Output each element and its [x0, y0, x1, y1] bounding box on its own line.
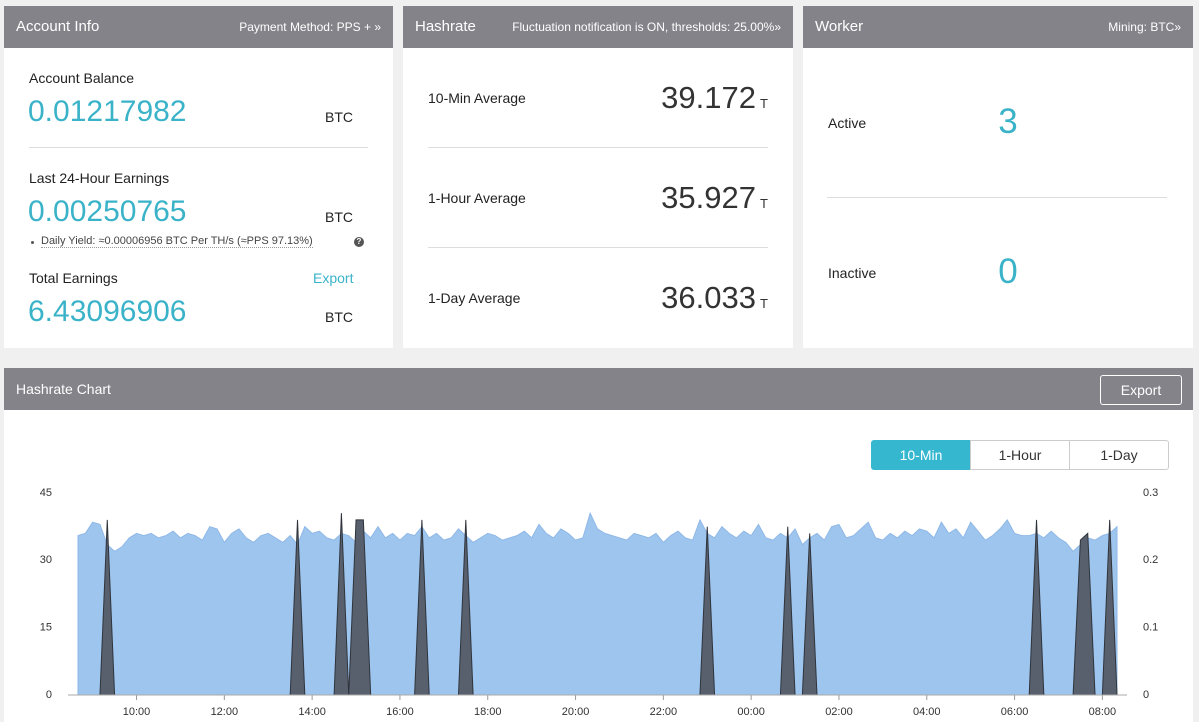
fluctuation-note[interactable]: Fluctuation notification is ON, threshol…	[512, 20, 781, 34]
value: 39.172	[661, 80, 756, 115]
range-button[interactable]: 10-Min	[871, 440, 971, 470]
label: Account Balance	[29, 70, 135, 86]
label: 1-Day Average	[428, 290, 521, 306]
x-tick-label: 04:00	[913, 706, 941, 718]
label: Active	[828, 115, 867, 131]
x-tick-label: 08:00	[1089, 706, 1117, 718]
y-tick-label: 0	[46, 689, 52, 701]
export-link[interactable]: Export	[313, 270, 354, 286]
hashrate-panel: Hashrate Fluctuation notification is ON,…	[403, 6, 793, 348]
panel-title: Worker	[815, 18, 864, 35]
x-tick-label: 06:00	[1001, 706, 1029, 718]
separator	[428, 147, 768, 148]
panel-title: Hashrate	[415, 18, 476, 35]
y2-tick-label: 0.2	[1143, 554, 1158, 566]
help-icon[interactable]: ?	[354, 237, 364, 247]
hashrate-chart: 0 15 30 45 0 0.1 0.2 0.3 10:00 12:00 14:00 16:00 18:…	[40, 487, 1159, 718]
label: 1-Hour Average	[428, 190, 526, 206]
panel-header: Account Info Payment Method: PPS + »	[4, 6, 393, 48]
panel-title: Hashrate Chart	[16, 381, 111, 397]
value: 0.01217982	[28, 95, 187, 128]
account-panel: Account Info Payment Method: PPS + »	[4, 6, 393, 348]
panel-title: Account Info	[16, 18, 100, 35]
panel-header: Hashrate Chart	[4, 368, 1193, 410]
area	[77, 511, 1118, 696]
separator	[428, 247, 768, 248]
unit: BTC	[325, 109, 353, 125]
worker-panel: Worker Mining: BTC»	[803, 6, 1193, 348]
panel-header: Hashrate Fluctuation notification is ON,…	[403, 6, 793, 48]
y-tick-label: 45	[40, 487, 52, 499]
y-tick-label: 30	[40, 554, 52, 566]
unit: T	[760, 296, 768, 311]
x-tick-label: 18:00	[474, 706, 502, 718]
export-button[interactable]: Export	[1100, 375, 1182, 405]
x-tick-label: 20:00	[562, 706, 590, 718]
value: 6.43096906	[28, 295, 187, 328]
y2-tick-label: 0	[1143, 689, 1149, 701]
label: Inactive	[828, 265, 877, 281]
x-tick-label: 10:00	[123, 706, 151, 718]
value: 0	[998, 252, 1018, 291]
unit: BTC	[325, 209, 353, 225]
separator	[29, 147, 368, 148]
y2-tick-label: 0.1	[1143, 622, 1158, 634]
separator	[827, 197, 1167, 198]
x-tick-label: 00:00	[737, 706, 765, 718]
mining-coin[interactable]: Mining: BTC»	[1108, 20, 1181, 34]
label: Total Earnings	[29, 270, 118, 286]
range-button[interactable]: 1-Hour	[970, 440, 1070, 470]
payment-method[interactable]: Payment Method: PPS + »	[239, 20, 381, 34]
bullet	[31, 241, 34, 244]
x-tick-label: 16:00	[386, 706, 414, 718]
range-button[interactable]: 1-Day	[1069, 440, 1169, 470]
value: 36.033	[661, 280, 756, 315]
unit: T	[760, 196, 768, 211]
y-tick-label: 15	[40, 622, 52, 634]
panel-header: Worker Mining: BTC»	[803, 6, 1193, 48]
x-tick-label: 14:00	[298, 706, 326, 718]
daily-yield: Daily Yield: ≈0.00006956 BTC Per TH/s (≈…	[41, 235, 313, 248]
y2-tick-label: 0.3	[1143, 487, 1158, 499]
x-tick-label: 22:00	[650, 706, 678, 718]
value: 3	[998, 102, 1018, 141]
label: Last 24-Hour Earnings	[29, 170, 170, 186]
unit: BTC	[325, 309, 353, 325]
x-tick-label: 02:00	[825, 706, 853, 718]
label: 10-Min Average	[428, 90, 526, 106]
value: 0.00250765	[28, 195, 187, 228]
unit: T	[760, 96, 768, 111]
value: 35.927	[661, 180, 756, 215]
x-tick-label: 12:00	[211, 706, 239, 718]
